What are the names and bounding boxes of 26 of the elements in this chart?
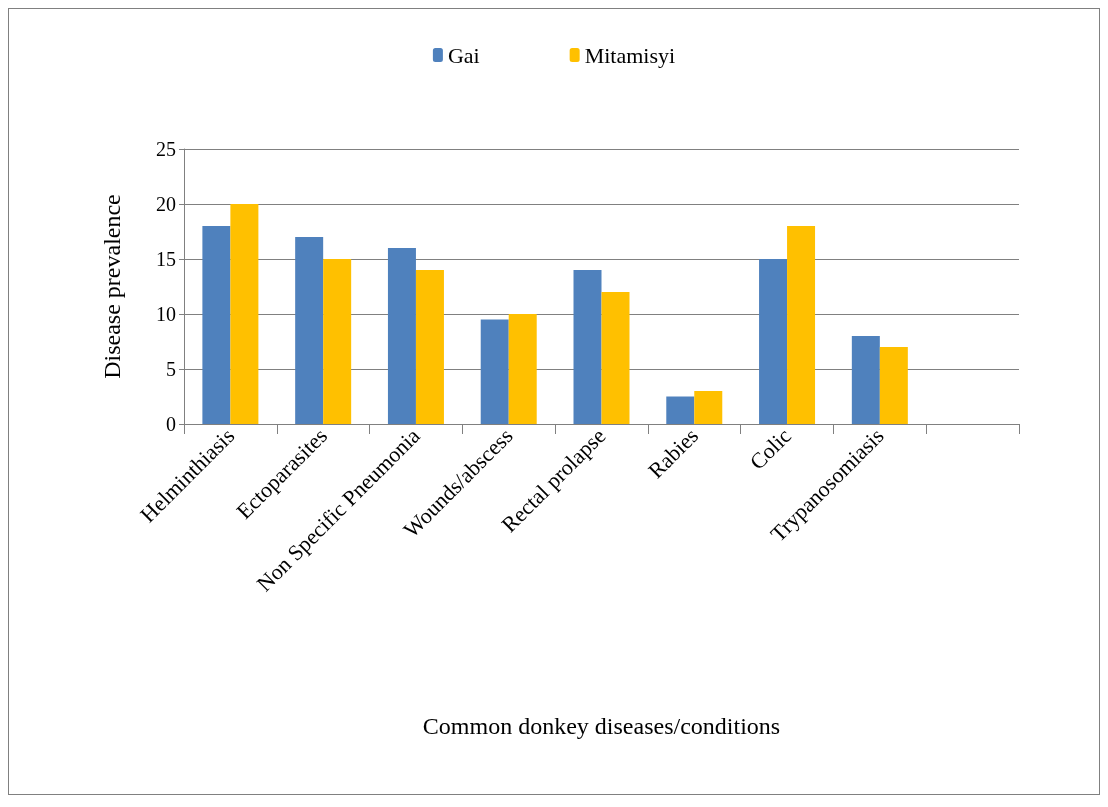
bar (387, 248, 416, 424)
bar (851, 336, 880, 424)
y-tick-label: 0 (166, 413, 176, 435)
bar (415, 270, 444, 424)
bar (879, 347, 908, 424)
y-tick-label: 25 (156, 138, 176, 160)
bar (573, 270, 602, 424)
bar (480, 319, 509, 424)
y-tick-label: 15 (156, 248, 176, 270)
bar (323, 259, 352, 424)
legend-label: Mitamisyi (584, 42, 676, 68)
y-axis-title: Disease prevalence (99, 194, 125, 379)
bar (202, 226, 231, 424)
y-tick-label: 20 (156, 193, 176, 215)
bar (759, 259, 788, 424)
bar (295, 237, 324, 424)
bar (787, 226, 816, 424)
y-tick-label: 10 (156, 303, 176, 325)
legend-label: Gai (447, 42, 480, 68)
bar (230, 204, 259, 424)
bar (694, 391, 723, 424)
y-tick-label: 5 (166, 358, 176, 380)
bar (666, 396, 695, 424)
bar (601, 292, 630, 424)
x-axis-title: Common donkey diseases/conditions (422, 713, 781, 739)
bar (508, 314, 537, 424)
